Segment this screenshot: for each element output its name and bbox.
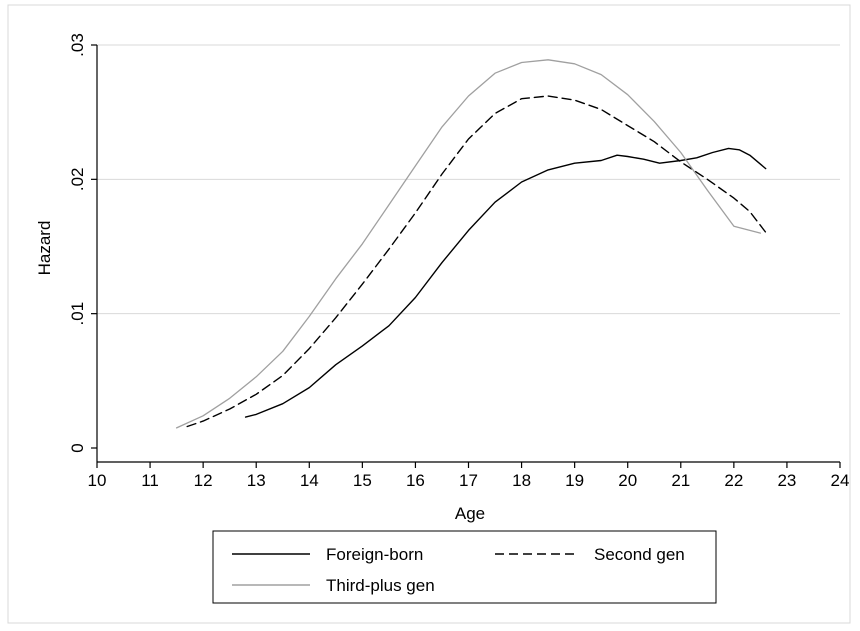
x-tick-label-0: 10 [88, 471, 107, 490]
x-tick-label-7: 17 [459, 471, 478, 490]
x-tick-label-12: 22 [724, 471, 743, 490]
series-line-third-plus-gen [175, 59, 762, 429]
legend-label-third-plus-gen: Third-plus gen [326, 576, 435, 595]
legend: Foreign-born Second gen Third-plus gen [212, 530, 717, 604]
series-lines [175, 59, 770, 429]
grid-lines [97, 44, 840, 315]
x-tick-label-10: 20 [618, 471, 637, 490]
legend-box [212, 530, 717, 604]
x-tick-label-8: 18 [512, 471, 531, 490]
y-tick-label-0: 0 [68, 443, 87, 452]
x-tick-label-11: 21 [671, 471, 690, 490]
x-tick-label-5: 15 [353, 471, 372, 490]
x-tick-label-2: 12 [194, 471, 213, 490]
x-tick-label-3: 13 [247, 471, 266, 490]
series-line-foreign-born [244, 147, 767, 418]
y-tick-label-1: .01 [68, 302, 87, 326]
x-tick-label-6: 16 [406, 471, 425, 490]
x-tick-label-1: 11 [141, 471, 159, 490]
legend-label-foreign-born: Foreign-born [326, 545, 423, 564]
x-tick-label-9: 19 [565, 471, 584, 490]
x-tick-label-14: 24 [831, 471, 850, 490]
y-tick-label-2: .02 [68, 168, 87, 192]
x-tick-label-13: 23 [777, 471, 796, 490]
legend-label-second-gen: Second gen [594, 545, 685, 564]
y-axis-title: Hazard [35, 221, 54, 276]
tick-marks: 0 .01 .02 .03 10 11 12 13 14 15 16 17 18 19 20 21 22 23 24 [68, 33, 849, 490]
x-tick-label-4: 14 [300, 471, 319, 490]
y-tick-label-3: .03 [68, 33, 87, 57]
x-axis-title: Age [455, 504, 485, 523]
outer-frame [7, 4, 851, 624]
series-line-second-gen [186, 95, 770, 428]
